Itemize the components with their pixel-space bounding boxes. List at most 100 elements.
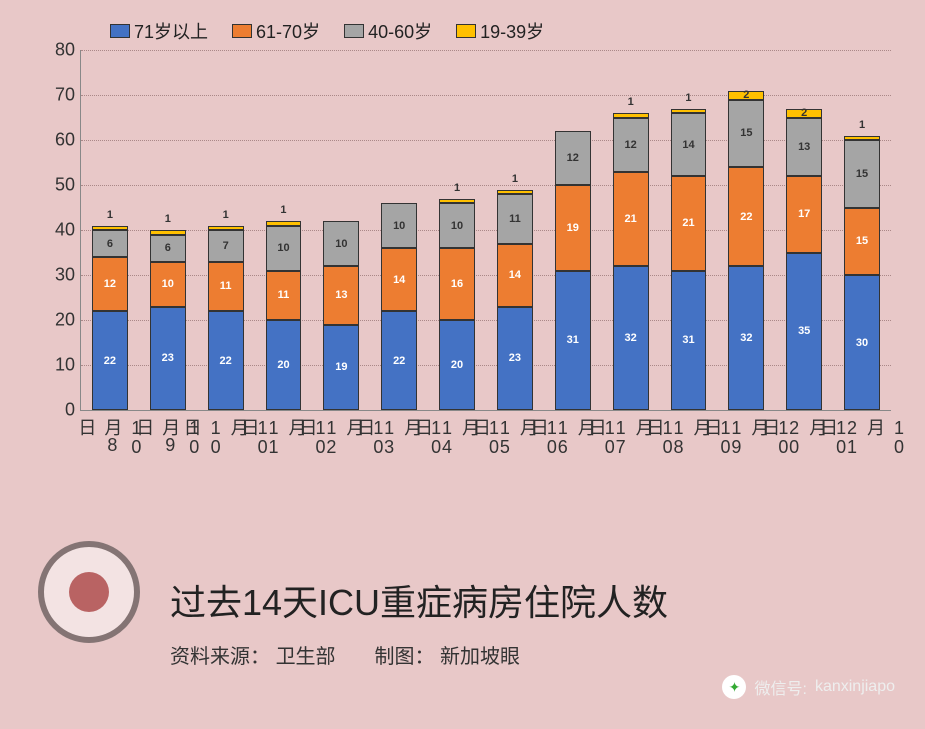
bar-segment: 22 [728,167,764,266]
plot-area: 01020304050607080 22126110月8日23106110月9日… [80,50,891,411]
bar-value-label: 1 [512,173,518,185]
bar-value-label: 15 [856,168,868,180]
bar-segment: 30 [844,275,880,410]
bar-segment: 12 [92,257,128,311]
bar-value-label: 32 [625,332,637,344]
bar-segment: 11 [497,194,533,244]
bar-value-label: 14 [682,139,694,151]
bar-segment: 19 [323,325,359,411]
bar-value-label: 31 [567,334,579,346]
y-tick-label: 30 [55,265,75,286]
bar-segment: 31 [671,271,707,411]
bar-segment: 22 [208,311,244,410]
bar-segment: 13 [786,118,822,177]
bar-group: 31191210月16日 [555,131,591,410]
bar-value-label: 14 [393,274,405,286]
bar-segment: 13 [323,266,359,325]
bar-value-label: 6 [165,242,171,254]
bar-value-label: 2 [801,107,807,119]
bar-value-label: 19 [335,361,347,373]
bar-value-label: 1 [223,209,229,221]
y-tick-label: 60 [55,130,75,151]
bar-segment: 1 [208,226,244,231]
bar-group: 19131010月12日 [323,221,359,410]
bar-segment: 20 [266,320,302,410]
bar-value-label: 2 [743,89,749,101]
bar-group: 22126110月8日 [92,226,128,411]
bar-segment: 6 [150,235,186,262]
bar-value-label: 30 [856,337,868,349]
bar-segment: 11 [208,262,244,312]
bar-segment: 10 [266,226,302,271]
bar-segment: 22 [92,311,128,410]
y-tick-label: 10 [55,355,75,376]
bar-segment: 10 [439,203,475,248]
source-label: 资料来源： [170,646,270,668]
bar-segment: 12 [613,118,649,172]
legend-item-61-70: 61-70岁 [232,18,320,44]
bar-value-label: 15 [856,235,868,247]
bar-segment: 10 [150,262,186,307]
y-tick-label: 70 [55,85,75,106]
bar-value-label: 1 [685,92,691,104]
bar-group: 322112110月17日 [613,113,649,410]
bar-value-label: 1 [280,204,286,216]
legend-swatch-19-39 [456,24,476,38]
wechat-label: 微信号: [754,675,806,699]
credit-label: 制图： [374,646,434,668]
title-block: 过去14天ICU重症病房住院人数 资料来源： 卫生部 制图： 新加坡眼 [170,574,668,669]
bar-segment: 11 [266,271,302,321]
brand-logo [18,531,148,661]
bar-value-label: 1 [859,119,865,131]
bar-group: 312114110月18日 [671,109,707,411]
bar-segment: 1 [613,113,649,118]
y-tick-label: 20 [55,310,75,331]
bar-value-label: 22 [740,211,752,223]
credit-value: 新加坡眼 [440,646,520,668]
x-tick-label: 10月21日 [815,418,909,456]
bar-value-label: 1 [165,213,171,225]
bar-segment: 15 [844,140,880,208]
bar-segment: 22 [381,311,417,410]
bar-segment: 2 [786,109,822,118]
bar-segment: 1 [266,221,302,226]
legend-label-71plus: 71岁以上 [134,18,208,44]
logo-eye-icon [38,541,140,643]
bar-value-label: 6 [107,238,113,250]
bar-value-label: 31 [682,334,694,346]
source-line: 资料来源： 卫生部 制图： 新加坡眼 [170,640,668,669]
bar-value-label: 12 [567,152,579,164]
bar-segment: 35 [786,253,822,411]
bar-segment: 12 [555,131,591,185]
bar-value-label: 23 [509,352,521,364]
bar-segment: 21 [671,176,707,271]
bar-segment: 1 [439,199,475,204]
bar-segment: 23 [150,307,186,411]
source-value: 卫生部 [276,646,336,668]
chart-container: 71岁以上 61-70岁 40-60岁 19-39岁 0102030405060… [20,10,905,530]
bar-value-label: 1 [628,96,634,108]
legend-swatch-61-70 [232,24,252,38]
bar-value-label: 10 [162,278,174,290]
bar-segment: 1 [497,190,533,195]
bar-value-label: 35 [798,325,810,337]
y-tick-label: 40 [55,220,75,241]
bar-value-label: 11 [278,289,290,301]
bar-value-label: 10 [451,220,463,232]
bar-value-label: 32 [740,332,752,344]
bar-value-label: 22 [104,355,116,367]
bar-value-label: 21 [625,213,637,225]
bar-segment: 32 [728,266,764,410]
bar-group: 301515110月21日 [844,136,880,411]
legend-swatch-71plus [110,24,130,38]
bar-segment: 10 [323,221,359,266]
legend-label-61-70: 61-70岁 [256,18,320,44]
chart-title: 过去14天ICU重症病房住院人数 [170,574,668,626]
bar-group: 231411110月15日 [497,190,533,411]
bar-segment: 10 [381,203,417,248]
bar-segment: 21 [613,172,649,267]
legend-item-19-39: 19-39岁 [456,18,544,44]
bar-segment: 23 [497,307,533,411]
bar-segment: 1 [150,230,186,235]
bar-value-label: 23 [162,352,174,364]
